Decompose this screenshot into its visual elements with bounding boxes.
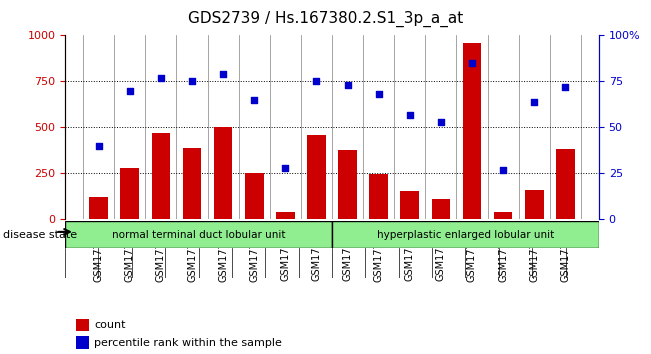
Point — [311, 79, 322, 84]
Point — [94, 143, 104, 149]
Bar — [89, 198, 108, 219]
Point — [529, 99, 540, 104]
Text: count: count — [94, 320, 126, 330]
Point — [342, 82, 353, 88]
Point — [467, 60, 477, 66]
Bar — [152, 133, 171, 219]
Point — [436, 119, 446, 125]
Point — [404, 112, 415, 118]
Point — [498, 167, 508, 173]
Bar — [369, 175, 388, 219]
Point — [218, 71, 229, 77]
Bar — [76, 336, 89, 349]
Text: percentile rank within the sample: percentile rank within the sample — [94, 338, 283, 348]
Bar — [276, 212, 295, 219]
Bar — [493, 212, 512, 219]
Point — [124, 88, 135, 93]
Bar — [339, 149, 357, 219]
Point — [374, 91, 384, 97]
Point — [249, 97, 260, 103]
Point — [560, 84, 570, 90]
Bar — [245, 173, 264, 219]
Bar — [76, 319, 89, 331]
Text: GDS2739 / Hs.167380.2.S1_3p_a_at: GDS2739 / Hs.167380.2.S1_3p_a_at — [188, 11, 463, 27]
Bar — [432, 199, 450, 219]
FancyBboxPatch shape — [65, 221, 332, 248]
FancyBboxPatch shape — [332, 221, 599, 248]
Bar — [400, 191, 419, 219]
Point — [187, 79, 197, 84]
Text: hyperplastic enlarged lobular unit: hyperplastic enlarged lobular unit — [377, 229, 554, 240]
Bar — [214, 127, 232, 219]
Text: normal terminal duct lobular unit: normal terminal duct lobular unit — [112, 229, 285, 240]
Bar — [183, 148, 201, 219]
Text: disease state: disease state — [3, 230, 77, 240]
Bar — [556, 149, 575, 219]
Bar — [525, 190, 544, 219]
Point — [156, 75, 166, 81]
Point — [280, 165, 290, 171]
Bar — [120, 168, 139, 219]
Bar — [307, 135, 326, 219]
Bar — [463, 43, 481, 219]
